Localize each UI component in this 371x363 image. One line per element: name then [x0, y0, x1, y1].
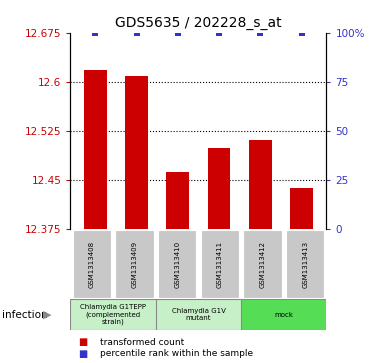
- Text: percentile rank within the sample: percentile rank within the sample: [100, 350, 253, 358]
- Text: GSM1313412: GSM1313412: [259, 241, 266, 287]
- FancyBboxPatch shape: [201, 230, 239, 298]
- Bar: [84, 70, 106, 229]
- Title: GDS5635 / 202228_s_at: GDS5635 / 202228_s_at: [115, 16, 282, 30]
- Bar: [208, 148, 230, 229]
- Text: infection: infection: [2, 310, 47, 320]
- Bar: [167, 172, 189, 229]
- Point: [134, 30, 139, 36]
- FancyBboxPatch shape: [158, 230, 196, 298]
- Text: ▶: ▶: [43, 310, 51, 320]
- FancyBboxPatch shape: [73, 230, 111, 298]
- FancyBboxPatch shape: [115, 230, 154, 298]
- Point: [216, 30, 222, 36]
- FancyBboxPatch shape: [286, 230, 324, 298]
- FancyBboxPatch shape: [156, 299, 241, 330]
- Text: GSM1313409: GSM1313409: [131, 241, 138, 287]
- Point: [175, 30, 181, 36]
- Text: ■: ■: [78, 337, 87, 347]
- Point: [299, 30, 305, 36]
- Text: ■: ■: [78, 349, 87, 359]
- Bar: [290, 188, 313, 229]
- Point: [257, 30, 263, 36]
- Bar: [125, 77, 148, 229]
- Text: GSM1313411: GSM1313411: [217, 241, 223, 287]
- Text: GSM1313410: GSM1313410: [174, 241, 180, 287]
- Text: Chlamydia G1V
mutant: Chlamydia G1V mutant: [171, 309, 226, 321]
- Bar: [249, 140, 272, 229]
- FancyBboxPatch shape: [243, 230, 282, 298]
- Text: Chlamydia G1TEPP
(complemented
strain): Chlamydia G1TEPP (complemented strain): [80, 305, 146, 325]
- Text: GSM1313413: GSM1313413: [302, 241, 308, 287]
- FancyBboxPatch shape: [70, 299, 156, 330]
- FancyBboxPatch shape: [241, 299, 326, 330]
- Point: [92, 30, 98, 36]
- Text: mock: mock: [274, 312, 293, 318]
- Text: transformed count: transformed count: [100, 338, 184, 347]
- Text: GSM1313408: GSM1313408: [89, 241, 95, 287]
